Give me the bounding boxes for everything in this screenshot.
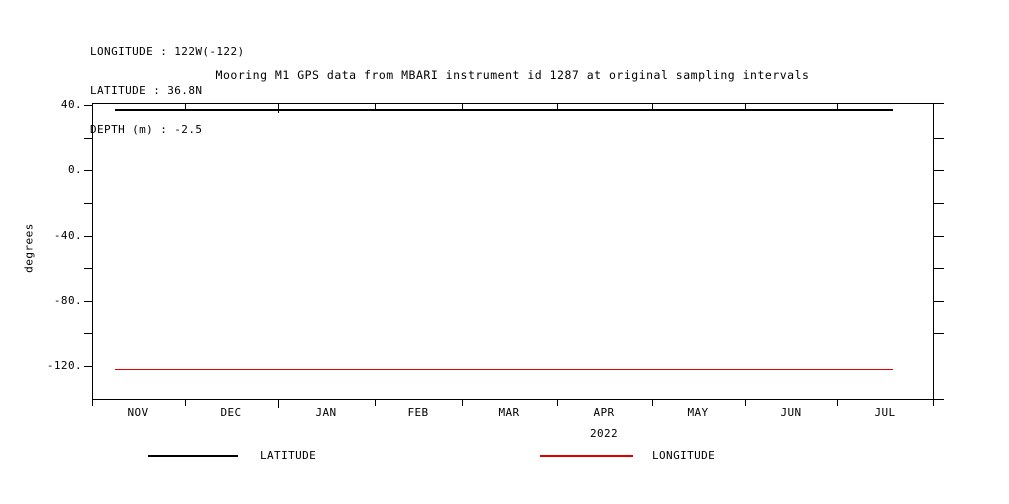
- axis-tick: [278, 104, 279, 113]
- y-tick-label: 40.: [60, 98, 82, 111]
- axis-tick: [84, 366, 92, 367]
- x-tick-label: MAR: [498, 406, 520, 419]
- axis-tick: [934, 203, 944, 204]
- y-tick-label: -40.: [53, 229, 82, 242]
- legend-label-latitude: LATITUDE: [260, 449, 317, 462]
- y-tick-label: -120.: [46, 359, 82, 372]
- header-depth: DEPTH (m) : -2.5: [90, 123, 203, 136]
- axis-tick: [375, 400, 376, 406]
- axis-tick: [84, 138, 92, 139]
- axis-tick: [933, 400, 934, 406]
- x-tick-label: NOV: [127, 406, 149, 419]
- x-tick-label: JUN: [780, 406, 802, 419]
- x-tick-label: DEC: [220, 406, 242, 419]
- legend-line-longitude: [540, 455, 633, 457]
- axis-tick: [84, 105, 92, 106]
- latitude-series-line: [115, 109, 893, 111]
- axis-tick: [837, 104, 838, 109]
- axis-tick: [934, 170, 944, 171]
- axis-tick: [375, 104, 376, 109]
- x-axis-year-label: 2022: [589, 427, 619, 440]
- legend-label-longitude: LONGITUDE: [652, 449, 716, 462]
- axis-tick: [934, 268, 944, 269]
- axis-tick: [278, 400, 279, 408]
- legend-line-latitude: [148, 455, 238, 457]
- x-tick-label: FEB: [407, 406, 429, 419]
- axis-tick: [462, 400, 463, 406]
- axis-tick: [84, 268, 92, 269]
- longitude-series-line: [115, 368, 893, 371]
- axis-tick: [84, 333, 92, 334]
- axis-tick: [745, 400, 746, 406]
- y-tick-label: 0.: [67, 163, 82, 176]
- x-tick-label: JAN: [315, 406, 337, 419]
- axis-tick: [934, 138, 944, 139]
- header-longitude: LONGITUDE : 122W(-122): [90, 45, 245, 58]
- axis-tick: [462, 104, 463, 109]
- axis-top: [92, 103, 944, 104]
- axis-tick: [557, 400, 558, 406]
- axis-tick: [745, 104, 746, 109]
- axis-tick: [934, 333, 944, 334]
- axis-right: [933, 103, 934, 400]
- chart-title: Mooring M1 GPS data from MBARI instrumen…: [215, 68, 810, 82]
- axis-tick: [84, 301, 92, 302]
- x-tick-label: MAY: [687, 406, 709, 419]
- axis-tick: [557, 104, 558, 109]
- axis-tick: [84, 236, 92, 237]
- axis-tick: [92, 104, 93, 109]
- axis-tick: [652, 104, 653, 109]
- axis-tick: [92, 400, 93, 406]
- axis-left: [92, 103, 93, 400]
- header-info-block: LONGITUDE : 122W(-122) LATITUDE : 36.8N …: [90, 19, 245, 162]
- y-tick-label: -80.: [53, 294, 82, 307]
- x-tick-label: APR: [593, 406, 615, 419]
- axis-tick: [185, 400, 186, 406]
- axis-tick: [837, 400, 838, 406]
- axis-tick: [934, 236, 944, 237]
- x-tick-label: JUL: [874, 406, 896, 419]
- y-axis-title: degrees: [22, 223, 36, 273]
- axis-tick: [652, 400, 653, 406]
- axis-tick: [84, 170, 92, 171]
- axis-tick: [185, 104, 186, 109]
- axis-tick: [84, 203, 92, 204]
- axis-tick: [934, 301, 944, 302]
- axis-bottom: [92, 399, 944, 400]
- axis-tick: [933, 104, 934, 109]
- header-latitude: LATITUDE : 36.8N: [90, 84, 203, 97]
